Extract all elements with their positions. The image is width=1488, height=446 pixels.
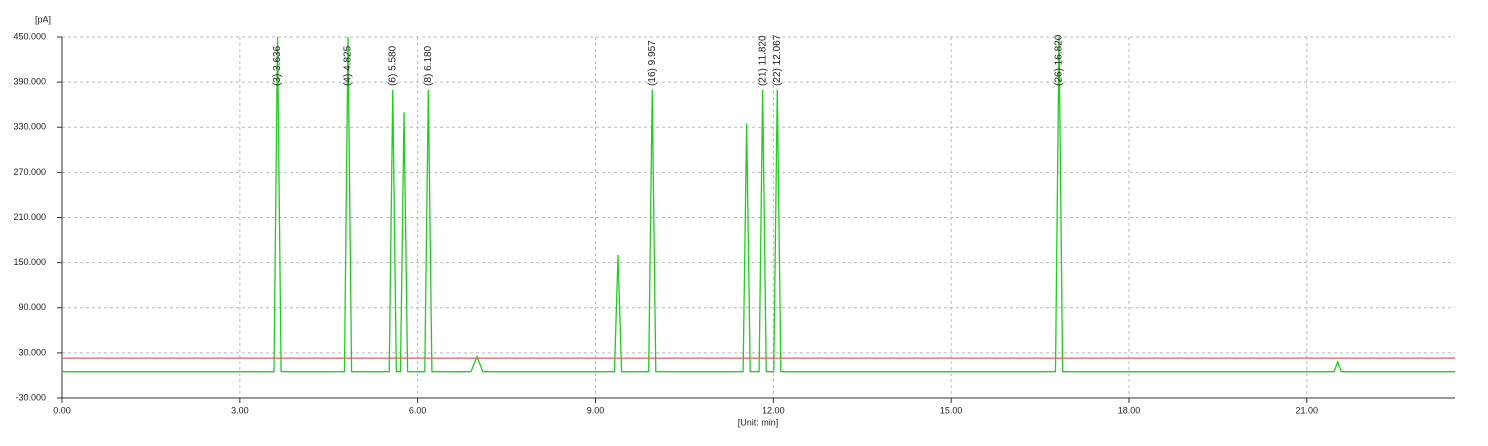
peak-label: (6) 5.580 [387,45,398,85]
trace [62,36,1455,373]
peak-label: (8) 6.180 [423,45,434,85]
y-tick-label: 90.000 [18,302,46,312]
y-tick-label: -30.000 [15,392,46,402]
y-tick-label: 150.000 [13,257,46,267]
x-tick-label: 0.00 [53,405,71,415]
y-tick-label: 210.000 [13,212,46,222]
x-tick-label: 18.00 [1118,405,1141,415]
y-tick-label: 390.000 [13,77,46,87]
peak-label: (4) 4.825 [343,45,354,85]
x-tick-label: 6.00 [409,405,427,415]
peak-label: (21) 11.820 [757,35,768,86]
y-tick-label: 330.000 [13,122,46,132]
peak-label: (16) 9.957 [647,40,658,86]
x-axis-label: [Unit: min] [738,417,779,427]
y-tick-label: 30.000 [18,347,46,357]
y-tick-label: 270.000 [13,167,46,177]
peak-label: (26) 16.820 [1054,34,1065,86]
x-tick-label: 9.00 [587,405,605,415]
x-tick-label: 3.00 [231,405,249,415]
x-tick-label: 15.00 [940,405,963,415]
peak-label: (22) 12.067 [772,34,783,86]
peak-label: (3) 3.636 [272,45,283,85]
y-tick-label: 450.000 [13,31,46,41]
x-tick-label: 12.00 [762,405,785,415]
y-axis-label: [pA] [35,14,51,24]
x-tick-label: 21.00 [1296,405,1319,415]
